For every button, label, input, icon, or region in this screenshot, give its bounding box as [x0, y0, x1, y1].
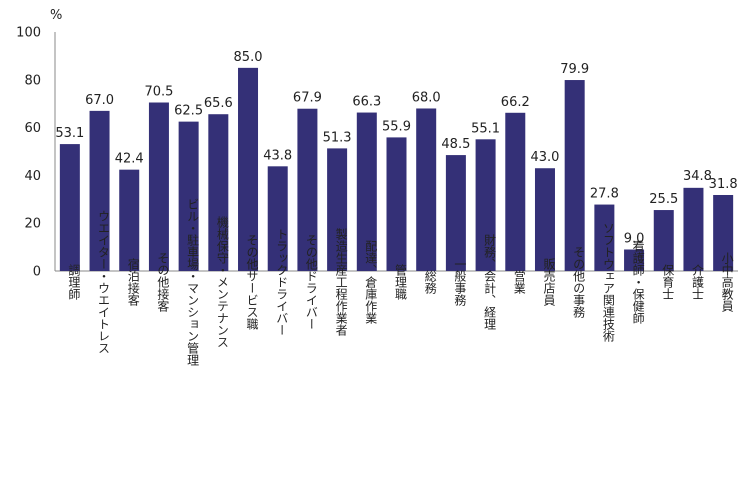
value-label: 53.1 — [55, 126, 84, 141]
bar — [505, 112, 526, 271]
bar — [475, 139, 496, 271]
bar — [564, 80, 585, 271]
bar — [327, 148, 348, 271]
category-label: 製造生産工程作業者 — [334, 228, 348, 337]
bar — [713, 194, 734, 271]
category-label: 保育士 — [661, 264, 675, 300]
value-label: 55.9 — [382, 119, 411, 134]
value-label: 66.3 — [352, 95, 381, 110]
bar — [356, 112, 377, 271]
value-label: 67.9 — [293, 91, 322, 106]
category-label: 看護師・保健師 — [631, 240, 645, 324]
category-label: ビル・駐車場・マンション管理 — [186, 198, 200, 366]
bar — [238, 67, 259, 271]
category-label: その他接客 — [156, 252, 170, 313]
category-label: 営業 — [512, 270, 526, 294]
bar — [594, 204, 615, 271]
y-tick-label: 0 — [33, 265, 41, 280]
bar — [178, 121, 199, 271]
bar — [297, 108, 318, 272]
value-label: 70.5 — [144, 85, 173, 100]
value-label: 51.3 — [323, 130, 352, 145]
value-label: 66.2 — [501, 95, 530, 110]
bar — [89, 110, 110, 272]
bar — [624, 249, 645, 271]
value-label: 68.0 — [412, 90, 441, 105]
y-tick-label: 40 — [24, 169, 41, 184]
value-label: 34.8 — [683, 169, 712, 184]
bar — [148, 102, 169, 271]
category-label: ソフトウェア関連技術 — [601, 222, 615, 343]
category-label: 配達、倉庫作業 — [364, 240, 378, 324]
value-label: 31.8 — [709, 177, 738, 192]
value-label: 55.1 — [471, 121, 500, 136]
value-label: 43.0 — [531, 150, 560, 165]
category-labels-group: 調理師 ウエイター・ウエイトレス 宿泊接客 その他接客 ビル・駐車場・マンション管理 機械… — [67, 198, 734, 366]
category-label: 宿泊接客 — [126, 257, 140, 307]
bar — [534, 168, 555, 271]
bars-group — [59, 67, 734, 272]
value-label: 85.0 — [234, 50, 263, 65]
category-label: その他ドライバー — [304, 234, 318, 330]
category-label: 総務 — [423, 270, 437, 295]
category-label: その他サービス職 — [245, 234, 259, 331]
y-tick-label: 80 — [24, 73, 41, 88]
value-label: 9.0 — [624, 231, 645, 246]
y-tick-label: 20 — [24, 217, 41, 232]
value-label: 65.6 — [204, 96, 233, 111]
value-label: 25.5 — [649, 192, 678, 207]
category-label: 管理職 — [394, 263, 408, 301]
category-label: 財務、会計、経理 — [483, 233, 497, 330]
category-label: 販売店員 — [542, 258, 556, 306]
bar — [119, 169, 140, 271]
value-label: 62.5 — [174, 104, 203, 119]
bar — [653, 210, 674, 271]
y-tick-label: 100 — [16, 26, 41, 41]
bar — [208, 114, 229, 271]
bar — [445, 155, 466, 271]
value-label: 79.9 — [560, 62, 589, 77]
value-label: 27.8 — [590, 187, 619, 202]
category-label: トラックドライバー — [275, 228, 289, 336]
bar — [416, 108, 437, 271]
y-axis-unit-label: % — [50, 8, 62, 23]
value-label: 43.8 — [263, 148, 292, 163]
category-label: 機械保守・メンテナンス — [215, 215, 229, 348]
category-label: 介護士 — [690, 264, 704, 300]
bar — [386, 137, 407, 271]
category-label: その他の事務 — [572, 246, 586, 319]
bar — [59, 144, 80, 271]
bar — [267, 166, 288, 271]
y-tick-label: 60 — [24, 121, 41, 136]
category-label: 小中高教員 — [720, 252, 734, 312]
category-label: 一般事務 — [453, 258, 467, 307]
category-label: ウエイター・ウエイトレス — [97, 210, 111, 354]
value-label: 67.0 — [85, 93, 114, 108]
value-label: 48.5 — [441, 137, 470, 152]
category-label: 調理師 — [67, 264, 81, 300]
value-label: 42.4 — [115, 152, 144, 167]
bar — [683, 187, 704, 271]
value-labels-group: 53.1 67.0 42.4 70.562.5 65.6 85.0 43.8 67.9 51.3… — [55, 50, 737, 247]
